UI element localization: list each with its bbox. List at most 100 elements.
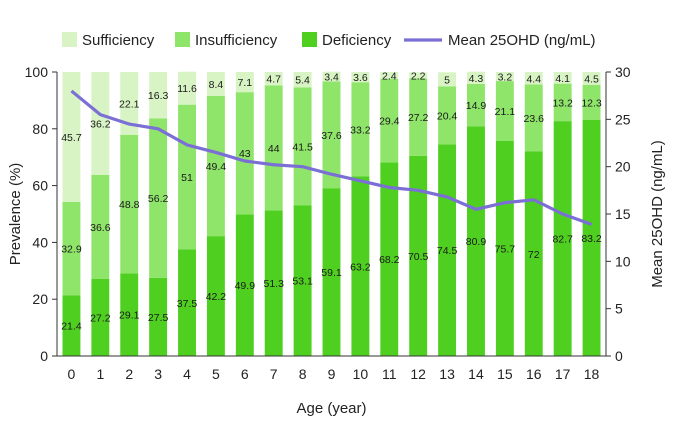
bar-insufficiency-age-16 xyxy=(524,84,543,152)
data-label-deficiency-age-12: 70.5 xyxy=(408,251,429,263)
y2-tick-label-20: 20 xyxy=(615,159,631,175)
data-label-sufficiency-age-6: 7.1 xyxy=(238,77,253,89)
y2-tick-label-0: 0 xyxy=(615,348,623,364)
x-tick-label-17: 17 xyxy=(555,366,571,382)
bar-deficiency-age-6 xyxy=(235,214,254,356)
data-label-insufficiency-age-9: 37.6 xyxy=(321,130,342,142)
data-label-sufficiency-age-16: 4.4 xyxy=(526,73,541,85)
bar-deficiency-age-14 xyxy=(467,126,485,357)
data-label-sufficiency-age-5: 8.4 xyxy=(209,79,224,91)
bar-deficiency-age-10 xyxy=(351,176,370,356)
bar-sufficiency-age-15 xyxy=(495,72,514,82)
bar-insufficiency-age-5 xyxy=(206,95,225,237)
bar-insufficiency-age-7 xyxy=(264,85,283,211)
y2-tick-label-15: 15 xyxy=(615,206,631,222)
data-label-deficiency-age-6: 49.9 xyxy=(235,280,256,292)
bar-sufficiency-age-0 xyxy=(62,72,81,202)
bar-deficiency-age-9 xyxy=(322,188,341,356)
data-label-insufficiency-age-7: 44 xyxy=(268,143,280,155)
bar-deficiency-age-3 xyxy=(149,277,168,356)
data-label-deficiency-age-13: 74.5 xyxy=(437,245,458,257)
data-label-deficiency-age-5: 42.2 xyxy=(206,291,227,303)
bar-insufficiency-age-13 xyxy=(438,86,457,145)
x-tick-label-4: 4 xyxy=(183,366,191,382)
data-label-insufficiency-age-6: 43 xyxy=(239,148,251,160)
bar-insufficiency-age-15 xyxy=(495,81,514,142)
y-tick-label-20: 20 xyxy=(32,291,48,307)
legend-deficiency-label: Deficiency xyxy=(322,32,392,49)
y-axis-title: Prevalence (%) xyxy=(7,163,24,266)
data-label-sufficiency-age-1: 36.2 xyxy=(90,118,111,130)
bar-deficiency-age-2 xyxy=(120,273,139,356)
x-tick-label-12: 12 xyxy=(410,366,426,382)
bar-sufficiency-age-4 xyxy=(178,71,196,105)
data-label-insufficiency-age-3: 56.2 xyxy=(148,193,169,205)
data-label-insufficiency-age-18: 12.3 xyxy=(581,97,602,109)
bar-insufficiency-age-12 xyxy=(409,78,428,156)
bar-sufficiency-age-7 xyxy=(264,72,283,86)
x-tick-label-0: 0 xyxy=(68,366,76,382)
data-label-insufficiency-age-0: 32.9 xyxy=(61,244,82,256)
x-tick-label-9: 9 xyxy=(328,366,336,382)
bar-sufficiency-age-5 xyxy=(206,72,225,96)
data-label-sufficiency-age-11: 2.4 xyxy=(382,70,397,82)
bar-sufficiency-age-3 xyxy=(149,72,168,119)
bar-insufficiency-age-1 xyxy=(91,174,110,279)
data-label-sufficiency-age-0: 45.7 xyxy=(61,132,82,144)
data-label-insufficiency-age-10: 33.2 xyxy=(350,124,371,136)
data-label-insufficiency-age-4: 51 xyxy=(181,172,193,184)
bars-group xyxy=(62,71,601,357)
bar-deficiency-age-5 xyxy=(206,236,225,356)
data-label-sufficiency-age-13: 5 xyxy=(444,74,450,86)
data-label-insufficiency-age-16: 23.6 xyxy=(524,113,545,125)
bar-sufficiency-age-18 xyxy=(582,72,601,85)
bar-deficiency-age-4 xyxy=(178,249,196,356)
x-tick-label-3: 3 xyxy=(154,366,162,382)
legend-insufficiency-label: Insufficiency xyxy=(195,32,278,49)
bar-insufficiency-age-2 xyxy=(120,134,139,274)
mean-25ohd-line xyxy=(70,89,593,226)
y2-tick-label-25: 25 xyxy=(615,111,631,127)
y-tick-label-60: 60 xyxy=(32,178,48,194)
bar-insufficiency-age-18 xyxy=(582,84,601,120)
x-tick-label-8: 8 xyxy=(299,366,307,382)
bar-deficiency-age-8 xyxy=(293,205,312,356)
y2-tick-label-10: 10 xyxy=(615,253,631,269)
bar-sufficiency-age-2 xyxy=(120,72,139,135)
legend-insufficiency-swatch xyxy=(175,32,190,47)
data-label-insufficiency-age-11: 29.4 xyxy=(379,116,400,128)
bar-sufficiency-age-17 xyxy=(553,72,572,84)
x-tick-label-1: 1 xyxy=(96,366,104,382)
data-label-deficiency-age-17: 82.7 xyxy=(552,234,573,246)
data-label-sufficiency-age-12: 2.2 xyxy=(411,70,426,82)
bar-sufficiency-age-6 xyxy=(235,72,254,93)
bar-insufficiency-age-11 xyxy=(380,78,399,163)
data-label-deficiency-age-9: 59.1 xyxy=(321,267,342,279)
y-tick-label-80: 80 xyxy=(32,121,48,137)
data-label-sufficiency-age-4: 11.6 xyxy=(177,83,197,95)
data-label-deficiency-age-18: 83.2 xyxy=(581,233,602,245)
data-label-deficiency-age-15: 75.7 xyxy=(495,244,516,256)
data-label-sufficiency-age-3: 16.3 xyxy=(148,90,169,102)
data-label-deficiency-age-11: 68.2 xyxy=(379,254,400,266)
bar-insufficiency-age-17 xyxy=(553,83,572,122)
y-tick-label-0: 0 xyxy=(40,348,48,364)
data-label-deficiency-age-1: 27.2 xyxy=(90,312,111,324)
bar-sufficiency-age-8 xyxy=(293,72,312,88)
data-label-insufficiency-age-15: 21.1 xyxy=(495,106,516,118)
data-label-sufficiency-age-10: 3.6 xyxy=(353,72,368,84)
bar-insufficiency-age-8 xyxy=(293,87,312,206)
bar-insufficiency-age-14 xyxy=(467,83,485,127)
bar-sufficiency-age-1 xyxy=(91,72,110,175)
data-label-deficiency-age-10: 63.2 xyxy=(350,261,371,273)
bar-deficiency-age-11 xyxy=(380,162,399,356)
x-tick-label-2: 2 xyxy=(125,366,133,382)
bar-insufficiency-age-3 xyxy=(149,118,168,278)
data-label-sufficiency-age-18: 4.5 xyxy=(584,73,599,85)
bar-sufficiency-age-13 xyxy=(438,72,457,87)
data-label-deficiency-age-16: 72 xyxy=(528,249,540,261)
data-labels-group: 21.4 32.9 45.7 27.2 36.6 36.2 29.1 48.8 22.1 27.5… xyxy=(61,70,602,332)
data-label-deficiency-age-14: 80.9 xyxy=(466,236,487,248)
x-tick-label-6: 6 xyxy=(241,366,249,382)
